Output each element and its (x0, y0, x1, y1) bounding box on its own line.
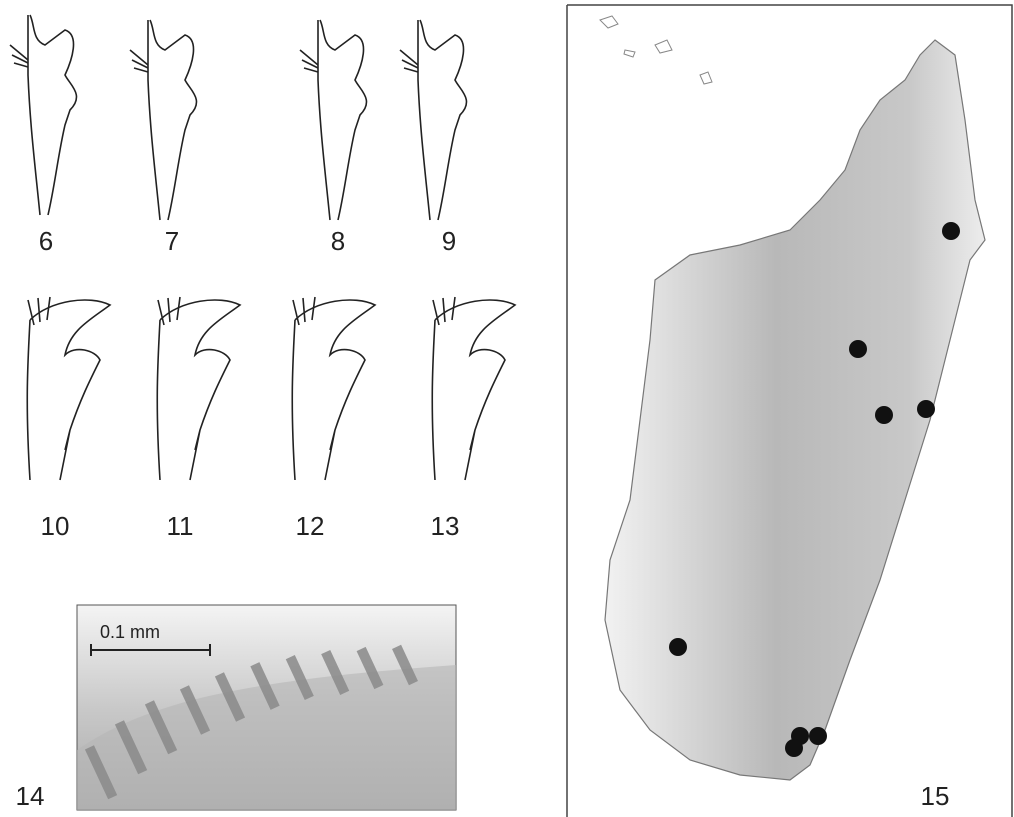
micrograph: 0.1 mm (77, 605, 456, 810)
figure-label: 6 (39, 226, 53, 256)
drawing-7 (130, 20, 196, 220)
drawing-13 (432, 297, 515, 480)
drawing-12 (292, 297, 375, 480)
figure-plate: 6 7 8 9 10 11 12 13 0.1 mm 14 (0, 0, 1014, 817)
page: 6 7 8 9 10 11 12 13 0.1 mm 14 (0, 0, 1014, 817)
figure-label: 10 (41, 511, 70, 541)
figure-label: 12 (296, 511, 325, 541)
figure-label: 7 (165, 226, 179, 256)
drawing-10 (27, 297, 110, 480)
figure-label: 15 (921, 781, 950, 811)
drawing-6 (10, 15, 76, 215)
figure-label: 13 (431, 511, 460, 541)
figure-label: 9 (442, 226, 456, 256)
drawing-11 (157, 297, 240, 480)
figure-label: 11 (167, 511, 194, 541)
drawing-9 (400, 20, 466, 220)
figure-label: 8 (331, 226, 345, 256)
map (567, 5, 1012, 817)
figure-label: 14 (16, 781, 45, 811)
drawing-8 (300, 20, 366, 220)
scale-bar-label: 0.1 mm (100, 622, 160, 642)
